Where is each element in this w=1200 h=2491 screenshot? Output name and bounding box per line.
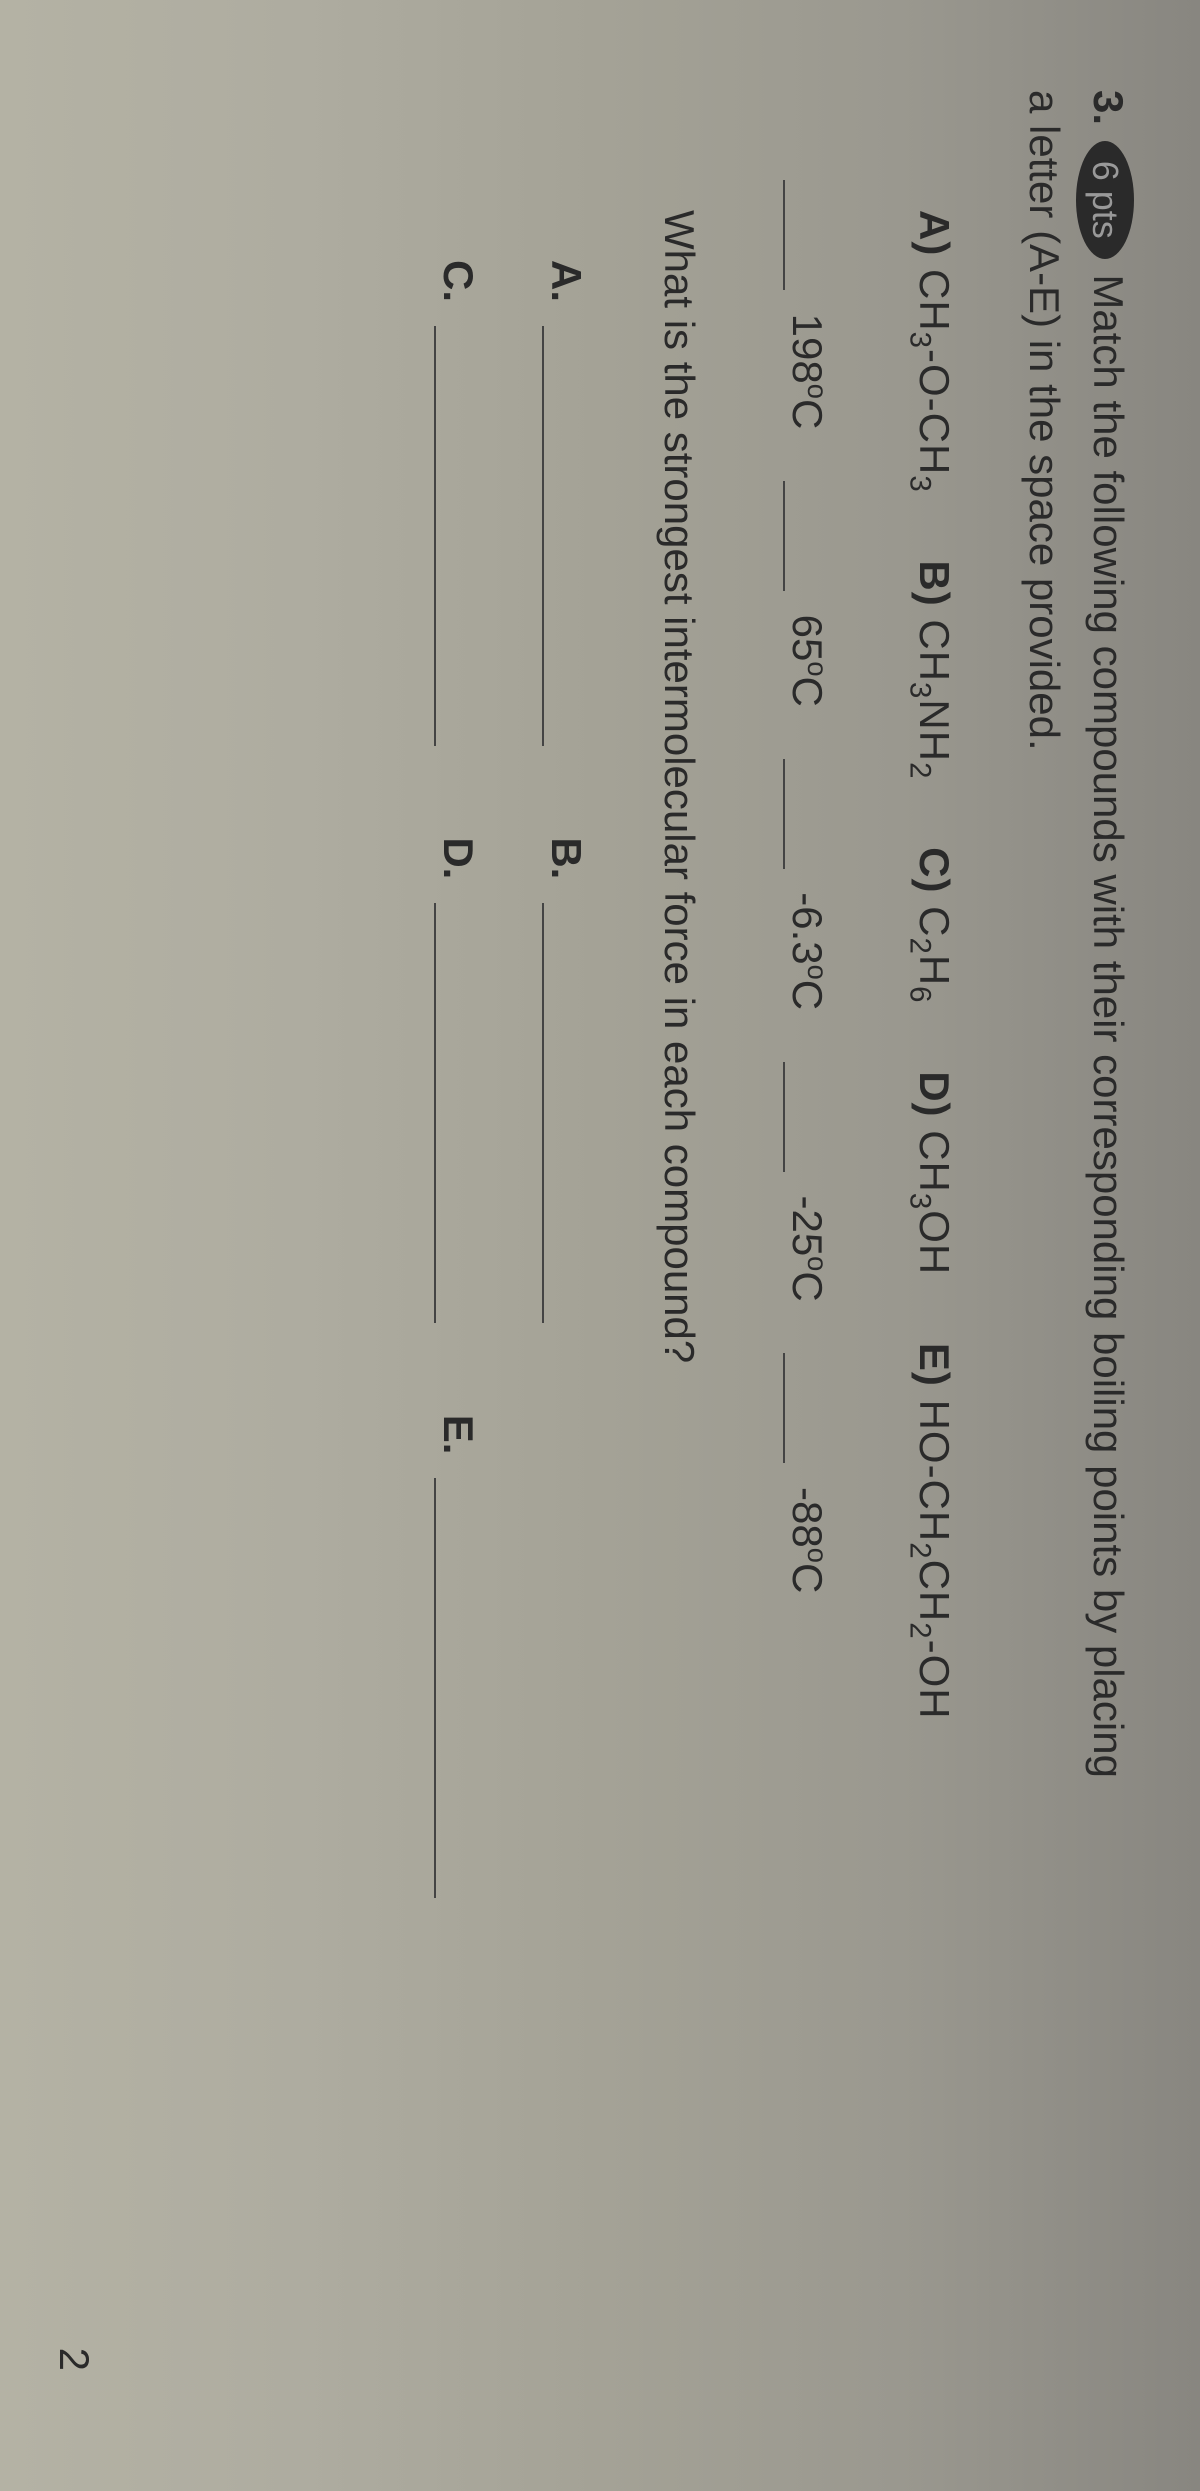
compound-label: B) xyxy=(911,560,958,606)
answer-label: E. xyxy=(435,1415,482,1455)
temp-unit: oC xyxy=(784,661,831,707)
compound-c: C) C2H6 xyxy=(903,847,958,1003)
compound-formula: CH3NH2 xyxy=(911,619,958,779)
answer-blank[interactable] xyxy=(434,903,470,1323)
temp-unit: oC xyxy=(784,1256,831,1302)
question-number: 3. xyxy=(1085,90,1132,125)
temp-value: -6.3 xyxy=(784,892,831,964)
temp-item-5: -88oC xyxy=(783,1353,833,1593)
compound-formula: C2H6 xyxy=(911,906,958,1003)
compound-label: C) xyxy=(911,847,958,893)
answer-label: D. xyxy=(435,837,482,879)
answer-b: B. xyxy=(542,837,590,1323)
temp-value: 198 xyxy=(784,314,831,384)
question-intro: 3. 6 pts Match the following compounds w… xyxy=(1013,90,1140,2401)
answer-a: A. xyxy=(542,260,590,746)
temp-blank[interactable] xyxy=(783,1353,819,1463)
compound-d: D) CH3OH xyxy=(903,1071,958,1275)
intro-line-1: Match the following compounds with their… xyxy=(1085,274,1132,1778)
compound-a: A) CH3-O-CH3 xyxy=(903,210,958,493)
temp-item-1: 198oC xyxy=(783,180,833,429)
compound-formula: CH3-O-CH3 xyxy=(911,269,958,493)
temp-unit: oC xyxy=(784,1548,831,1594)
compound-formula: HO-CH2CH2-OH xyxy=(911,1400,958,1720)
answer-row-2: C. D. E. xyxy=(434,260,482,2401)
intro-line-2: a letter (A-E) in the space provided. xyxy=(1021,90,1068,751)
compound-b: B) CH3NH2 xyxy=(903,560,958,779)
temp-blank[interactable] xyxy=(783,180,819,290)
compound-label: A) xyxy=(911,210,958,256)
answer-row-1: A. B. xyxy=(542,260,590,2401)
temp-item-3: -6.3oC xyxy=(783,759,833,1011)
answer-label: C. xyxy=(435,260,482,302)
answer-blank[interactable] xyxy=(434,326,470,746)
compounds-row: A) CH3-O-CH3 B) CH3NH2 C) C2H6 D) CH3OH … xyxy=(903,210,958,2401)
answer-d: D. xyxy=(434,837,482,1323)
temp-unit: oC xyxy=(784,384,831,430)
answer-label: B. xyxy=(543,837,590,879)
answer-label: A. xyxy=(543,260,590,302)
temperatures-row: 198oC 65oC -6.3oC -25oC -88oC xyxy=(783,180,833,2401)
points-oval: 6 pts xyxy=(1076,141,1134,259)
answer-c: C. xyxy=(434,260,482,746)
temp-value: -25 xyxy=(784,1195,831,1256)
page-number: 2 xyxy=(50,2348,98,2371)
compound-label: D) xyxy=(911,1071,958,1117)
compound-label: E) xyxy=(911,1343,958,1387)
temp-value: 65 xyxy=(784,615,831,662)
temp-blank[interactable] xyxy=(783,1062,819,1172)
worksheet-page: 3. 6 pts Match the following compounds w… xyxy=(0,0,1200,2491)
answer-rows: A. B. C. D. E. xyxy=(434,260,590,2401)
temp-value: -88 xyxy=(784,1487,831,1548)
answer-e: E. xyxy=(434,1415,482,1898)
temp-item-4: -25oC xyxy=(783,1062,833,1302)
answer-blank[interactable] xyxy=(434,1478,470,1898)
answer-blank[interactable] xyxy=(542,326,578,746)
temp-item-2: 65oC xyxy=(783,481,833,707)
answer-blank[interactable] xyxy=(542,903,578,1323)
compound-e: E) HO-CH2CH2-OH xyxy=(903,1343,958,1720)
temp-blank[interactable] xyxy=(783,481,819,591)
compound-formula: CH3OH xyxy=(911,1130,958,1275)
temp-blank[interactable] xyxy=(783,759,819,869)
sub-question: What is the strongest intermolecular for… xyxy=(655,210,703,2401)
temp-unit: oC xyxy=(784,965,831,1011)
